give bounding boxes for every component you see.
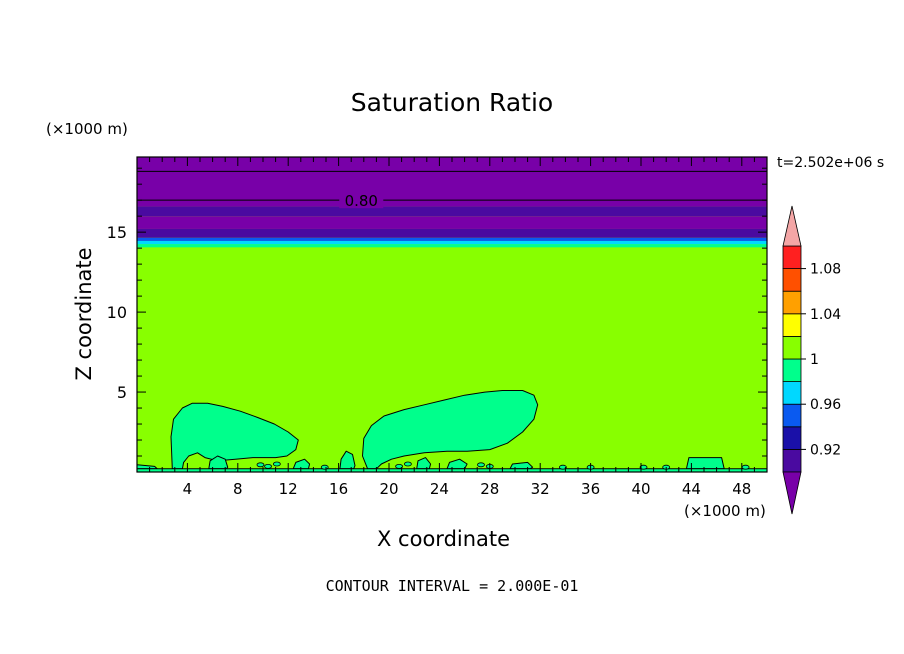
region-1	[362, 390, 539, 470]
y-tick-label: 5	[117, 383, 127, 402]
x-unit-label: (×1000 m)	[684, 502, 766, 520]
band-5	[137, 206, 767, 217]
contour-interval-note: CONTOUR INTERVAL = 2.000E-01	[325, 577, 579, 595]
speck-6	[477, 462, 485, 468]
chart-title: Saturation Ratio	[350, 88, 554, 117]
x-tick-label: 20	[379, 480, 398, 498]
colorbar-swatch	[782, 426, 802, 450]
band-0	[137, 244, 767, 248]
x-axis-title: X coordinate	[377, 527, 511, 551]
region-8	[685, 457, 725, 470]
colorbar-swatch	[782, 358, 802, 383]
y-tick-label: 15	[107, 223, 127, 242]
x-tick-label: 44	[682, 480, 701, 498]
colorbar-swatch	[782, 448, 802, 473]
x-tick-label: 8	[233, 480, 243, 498]
region-0	[170, 402, 299, 470]
x-tick-label: 16	[329, 480, 348, 498]
x-tick-label: 40	[631, 480, 650, 498]
colorbar-under-arrow	[782, 471, 802, 515]
speck-0	[256, 462, 265, 468]
time-label: t=2.502e+06 s	[777, 155, 885, 171]
band-1	[137, 240, 767, 245]
y-axis-title: Z coordinate	[72, 247, 96, 381]
colorbar-label: 0.96	[810, 397, 841, 413]
colorbar-label: 1.04	[810, 307, 841, 323]
speck-8	[558, 464, 567, 470]
band-4	[137, 216, 767, 229]
x-tick-label: 36	[581, 480, 600, 498]
speck-5	[403, 461, 412, 467]
colorbar-swatch	[782, 403, 802, 428]
colorbar-swatch	[782, 335, 802, 360]
band-3	[137, 228, 767, 238]
colorbar-label: 1.08	[810, 262, 841, 278]
band-2	[137, 237, 767, 241]
colorbar-label: 1	[810, 352, 819, 368]
speck-10	[639, 464, 648, 470]
contour-label-gap	[339, 192, 384, 209]
x-tick-label: 4	[183, 480, 193, 498]
colorbar-over-arrow	[782, 205, 802, 247]
colorbar-swatch	[782, 290, 802, 315]
speck-3	[320, 464, 329, 470]
contour-label: 0.80	[345, 192, 378, 210]
colorbar-swatch	[782, 313, 802, 337]
band-6	[137, 157, 767, 207]
x-tick-label: 12	[279, 480, 298, 498]
x-tick-label: 32	[531, 480, 550, 498]
speck-1	[264, 464, 272, 469]
x-tick-label: 28	[480, 480, 499, 498]
speck-2	[272, 461, 281, 467]
x-tick-label: 48	[732, 480, 751, 498]
colorbar-swatch	[782, 381, 802, 405]
colorbar-label: 0.92	[810, 442, 841, 458]
colorbar-swatch	[782, 268, 802, 292]
speck-4	[395, 464, 403, 469]
y-unit-label: (×1000 m)	[46, 120, 128, 138]
colorbar-swatch	[782, 245, 802, 270]
y-tick-label: 10	[107, 303, 127, 322]
speck-12	[741, 464, 750, 470]
x-tick-label: 24	[430, 480, 449, 498]
